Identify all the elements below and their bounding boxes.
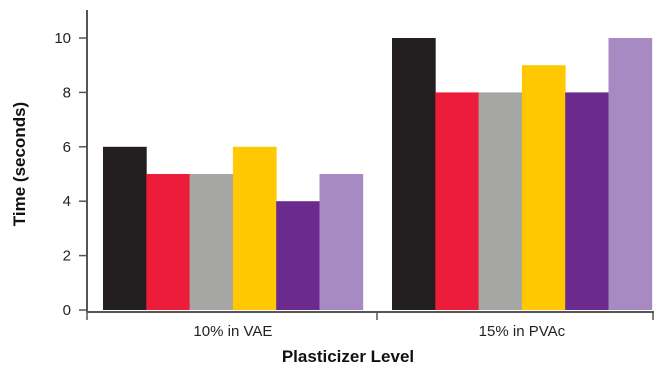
bar-1-4 [232,146,277,310]
bar-2-5 [565,92,609,311]
x-axis-title: Plasticizer Level [282,347,414,366]
x-axis: 10% in VAE 15% in PVAc [86,311,654,340]
y-tick-label: 8 [63,84,71,101]
bar-2-3 [478,92,523,311]
y-axis-title: Time (seconds) [10,102,29,226]
bar-2-1 [392,38,436,310]
x-category-label: 10% in VAE [193,323,272,340]
bar-2-2 [435,92,479,311]
x-category-label: 15% in PVAc [479,323,566,340]
bar-1-1 [103,146,147,310]
y-tick-label: 0 [63,302,71,319]
y-tick-label: 10 [54,30,71,47]
bar-1-2 [146,174,190,310]
y-axis: 0 2 4 6 8 10 [54,10,88,319]
bar-2-6 [608,38,653,310]
y-tick-label: 6 [63,139,71,156]
bar-1-5 [276,201,320,310]
bar-1-3 [189,174,234,310]
y-tick-label: 4 [63,193,71,210]
bar-2-4 [521,65,566,310]
bars-group [103,38,653,311]
y-tick-label: 2 [63,248,71,265]
bar-1-6 [319,174,364,310]
